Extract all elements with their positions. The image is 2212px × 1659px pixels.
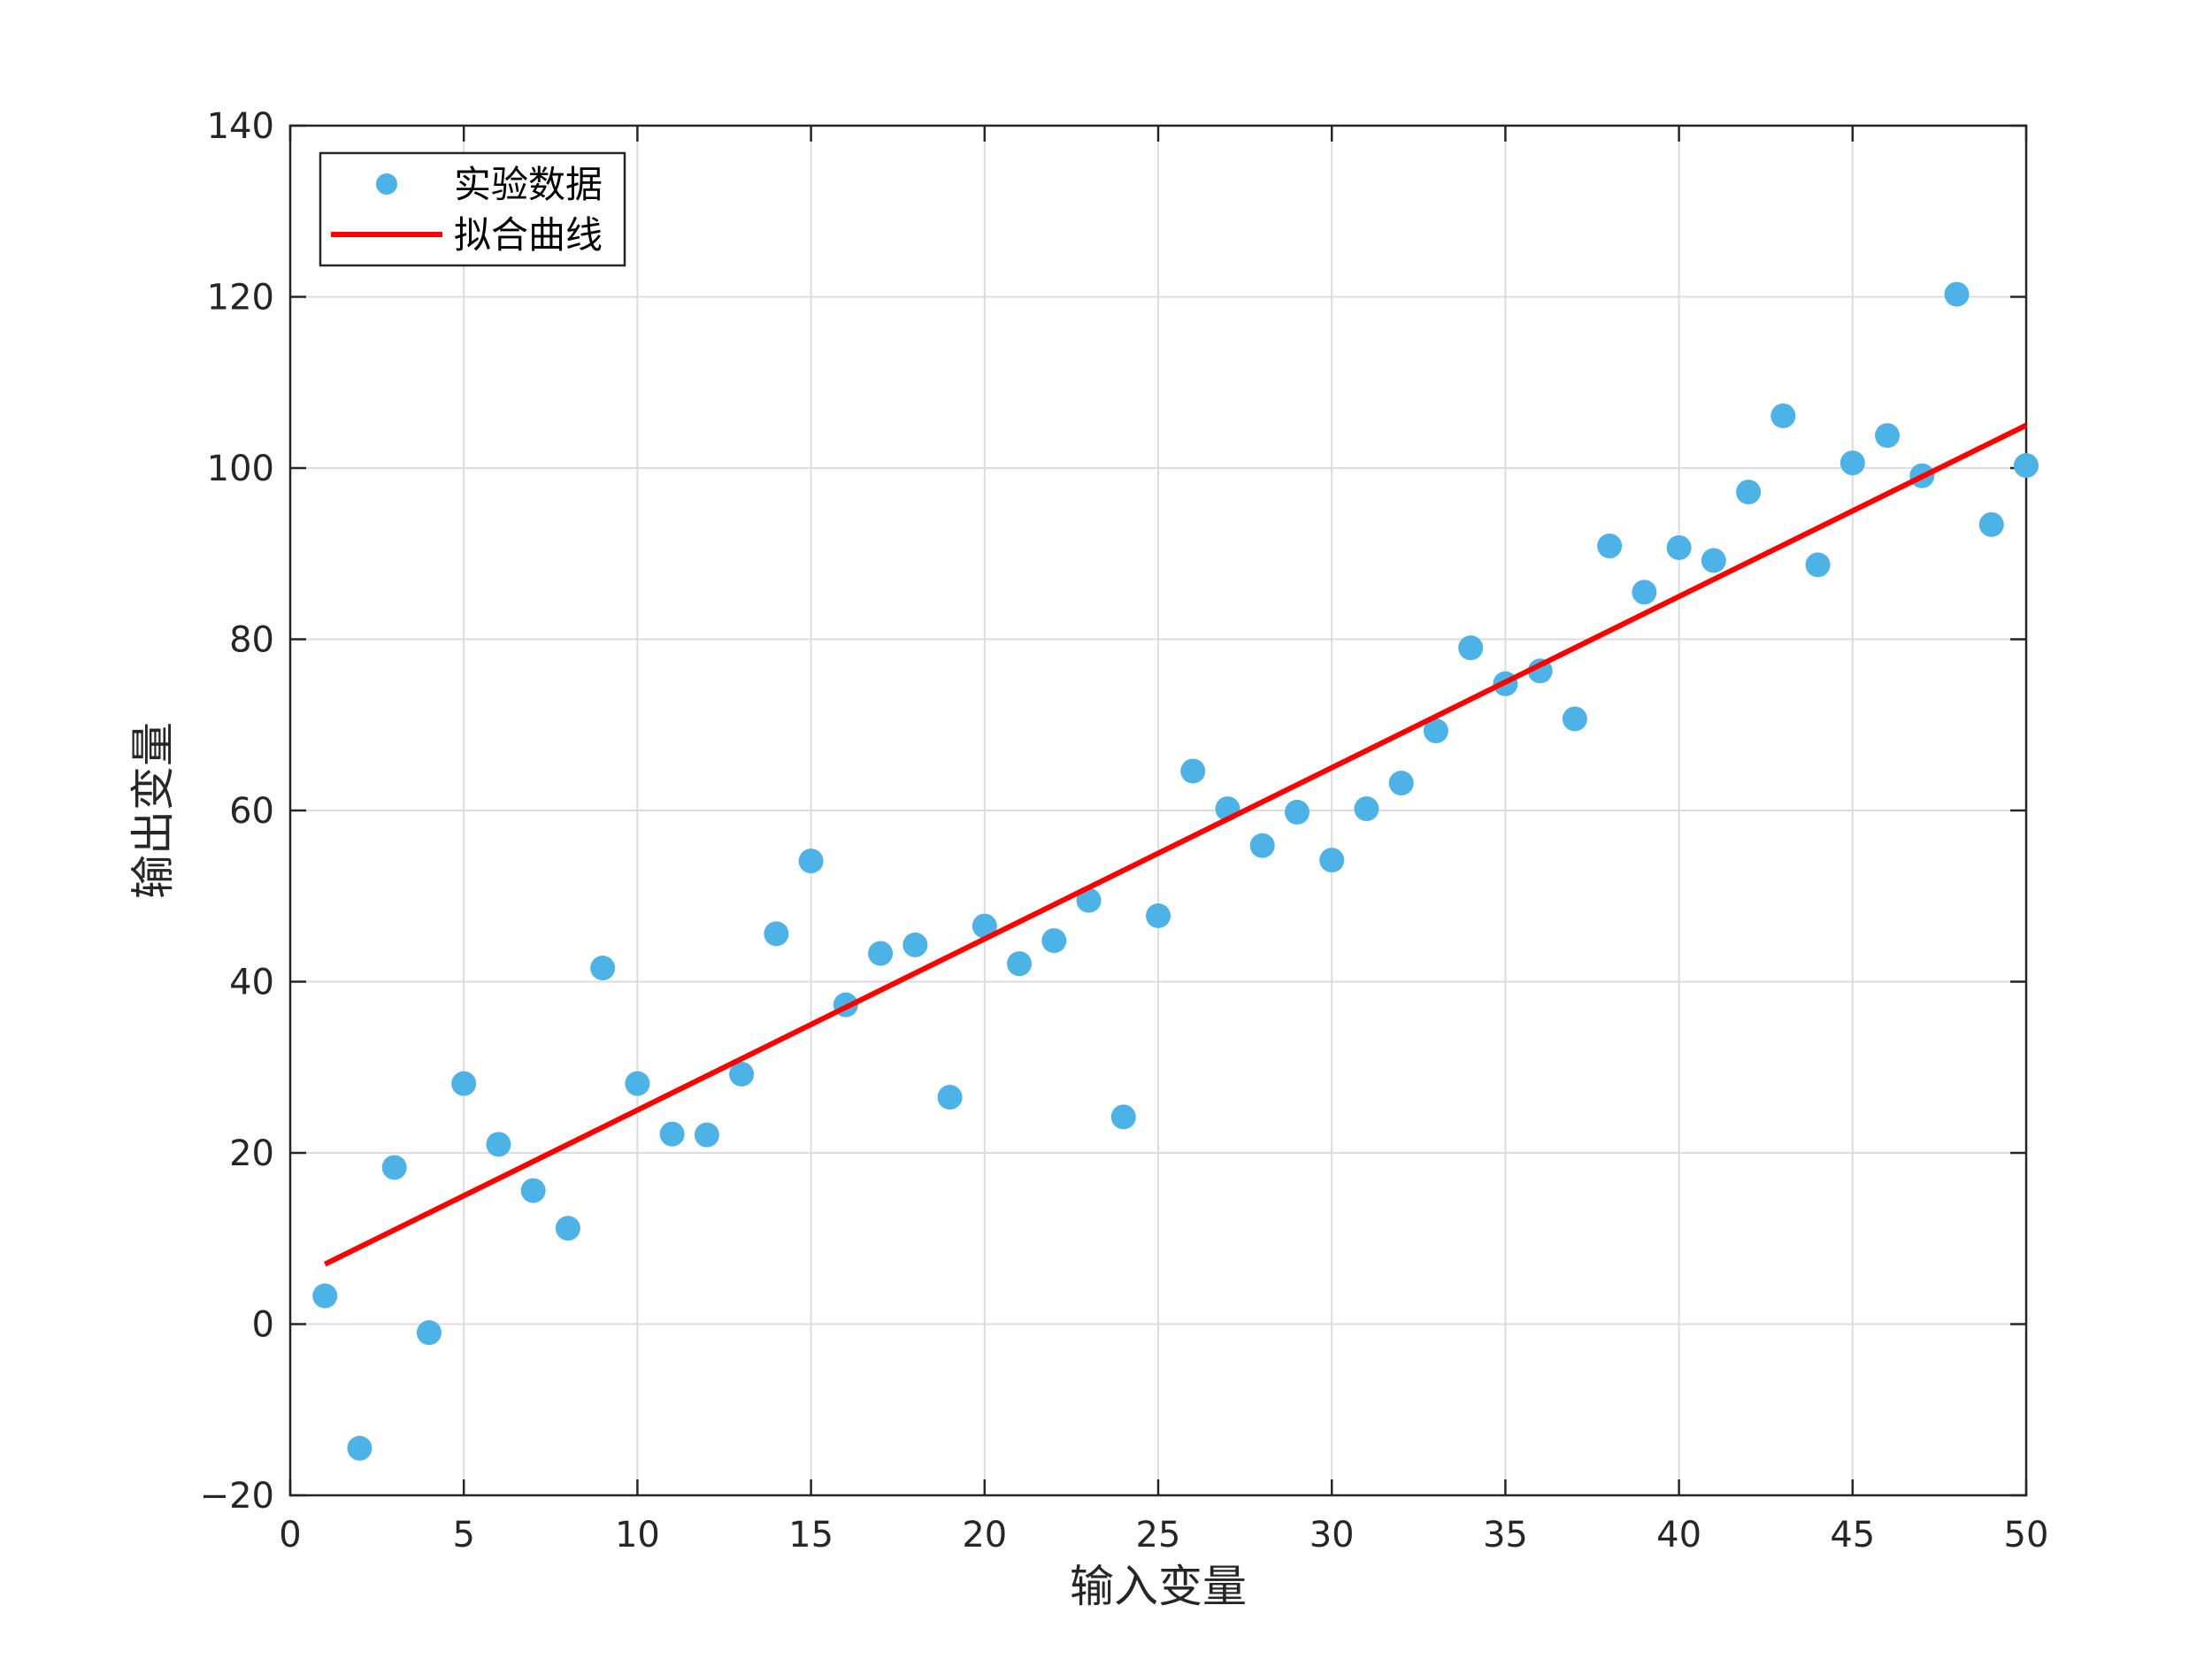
data-point bbox=[1562, 706, 1587, 732]
y-tick-label: 120 bbox=[207, 278, 274, 319]
data-point bbox=[347, 1435, 373, 1461]
data-point bbox=[694, 1122, 719, 1148]
tick-labels: 0 5 10 15 20 25 30 35 40 45 50−2002040608010012014… bbox=[200, 106, 2049, 1555]
x-tick-label: 35 bbox=[1483, 1515, 1528, 1555]
data-point bbox=[729, 1061, 755, 1087]
y-tick-label: 80 bbox=[229, 620, 274, 661]
x-tick-label: 40 bbox=[1656, 1515, 1701, 1555]
data-point bbox=[486, 1132, 511, 1157]
fit-line bbox=[323, 422, 2028, 1267]
data-point bbox=[1597, 534, 1623, 559]
data-point bbox=[1284, 799, 1310, 825]
data-point bbox=[2014, 453, 2039, 479]
axes bbox=[288, 124, 2028, 1497]
x-tick-label: 5 bbox=[452, 1515, 474, 1555]
data-point bbox=[381, 1155, 407, 1180]
data-point bbox=[1110, 1104, 1136, 1130]
data-point bbox=[1736, 480, 1762, 505]
data-point bbox=[1423, 718, 1448, 744]
y-tick-label: 140 bbox=[207, 106, 274, 147]
x-tick-label: 15 bbox=[788, 1515, 833, 1555]
data-point bbox=[1458, 635, 1484, 661]
data-point bbox=[625, 1071, 650, 1096]
data-point bbox=[1978, 511, 2004, 537]
data-point bbox=[1875, 423, 1901, 449]
x-tick-label: 10 bbox=[615, 1515, 660, 1555]
data-point bbox=[1041, 928, 1067, 954]
data-point bbox=[798, 849, 824, 874]
x-axis-title: 输入变量 bbox=[1070, 1561, 1247, 1612]
legend-marker-scatter bbox=[376, 173, 397, 195]
data-point bbox=[902, 932, 928, 957]
data-point bbox=[1007, 951, 1033, 977]
y-tick-label: 100 bbox=[207, 449, 274, 489]
data-point bbox=[451, 1071, 477, 1096]
data-point bbox=[1632, 580, 1657, 605]
data-point bbox=[1076, 887, 1102, 913]
data-point bbox=[590, 956, 616, 981]
data-point bbox=[972, 913, 997, 939]
y-tick-label: 60 bbox=[229, 791, 274, 832]
data-point bbox=[764, 921, 789, 947]
data-point bbox=[1249, 833, 1275, 858]
data-point bbox=[659, 1121, 685, 1147]
y-tick-label: −20 bbox=[200, 1476, 274, 1517]
data-point bbox=[1180, 758, 1206, 784]
x-tick-label: 25 bbox=[1136, 1515, 1181, 1555]
data-point bbox=[1839, 450, 1865, 476]
x-tick-label: 0 bbox=[279, 1515, 301, 1555]
data-point bbox=[1319, 848, 1345, 873]
series-layer bbox=[312, 281, 2039, 1461]
legend: 实验数据 拟合曲线 bbox=[319, 151, 626, 267]
legend-box bbox=[319, 151, 626, 267]
data-point bbox=[868, 941, 894, 966]
y-tick-label: 40 bbox=[229, 963, 274, 1003]
y-tick-label: 0 bbox=[252, 1305, 274, 1346]
x-tick-label: 50 bbox=[2004, 1515, 2049, 1555]
data-point bbox=[937, 1085, 963, 1110]
legend-label-scatter: 实验数据 bbox=[454, 163, 603, 206]
legend-label-line: 拟合曲线 bbox=[454, 213, 603, 257]
data-point bbox=[1944, 281, 1970, 307]
data-point bbox=[1354, 796, 1379, 822]
data-point bbox=[1701, 548, 1726, 573]
data-point bbox=[1146, 903, 1171, 929]
data-point bbox=[555, 1216, 580, 1241]
data-point bbox=[1388, 771, 1414, 796]
data-point bbox=[520, 1178, 546, 1203]
data-point bbox=[1666, 534, 1692, 560]
data-point bbox=[416, 1320, 442, 1346]
x-tick-label: 45 bbox=[1830, 1515, 1875, 1555]
data-point bbox=[312, 1283, 338, 1309]
y-axis-title: 输出变量 bbox=[127, 722, 179, 899]
x-tick-label: 20 bbox=[962, 1515, 1007, 1555]
data-point bbox=[1770, 403, 1796, 428]
x-tick-label: 30 bbox=[1310, 1515, 1355, 1555]
y-tick-label: 20 bbox=[229, 1133, 274, 1174]
data-point bbox=[1805, 552, 1831, 578]
